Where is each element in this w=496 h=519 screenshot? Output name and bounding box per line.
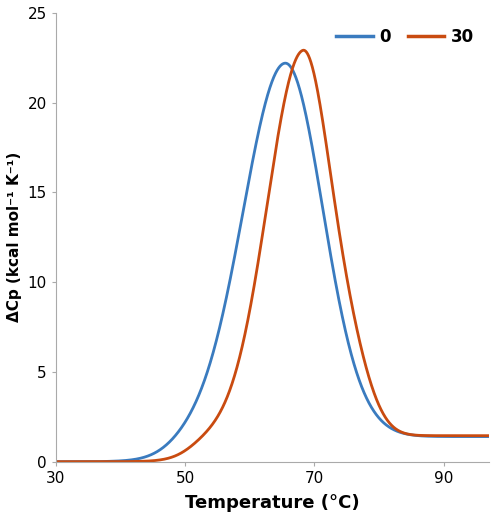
Line: 0: 0	[56, 63, 489, 462]
0	[486, 433, 492, 440]
Line: 30: 30	[56, 50, 489, 462]
30	[53, 459, 59, 465]
30	[102, 459, 108, 465]
0	[53, 459, 59, 465]
0	[431, 433, 437, 440]
30	[128, 458, 134, 465]
0	[282, 60, 288, 66]
X-axis label: Temperature (°C): Temperature (°C)	[185, 494, 360, 512]
30	[301, 47, 307, 53]
30	[478, 432, 484, 439]
0	[128, 457, 134, 463]
30	[238, 350, 244, 356]
30	[486, 432, 492, 439]
0	[102, 458, 108, 465]
0	[478, 433, 484, 440]
30	[219, 405, 225, 412]
0	[219, 315, 225, 321]
0	[238, 221, 244, 227]
30	[431, 432, 437, 439]
Legend: 0, 30: 0, 30	[329, 21, 481, 52]
Y-axis label: ΔCp (kcal mol⁻¹ K⁻¹): ΔCp (kcal mol⁻¹ K⁻¹)	[7, 152, 22, 322]
